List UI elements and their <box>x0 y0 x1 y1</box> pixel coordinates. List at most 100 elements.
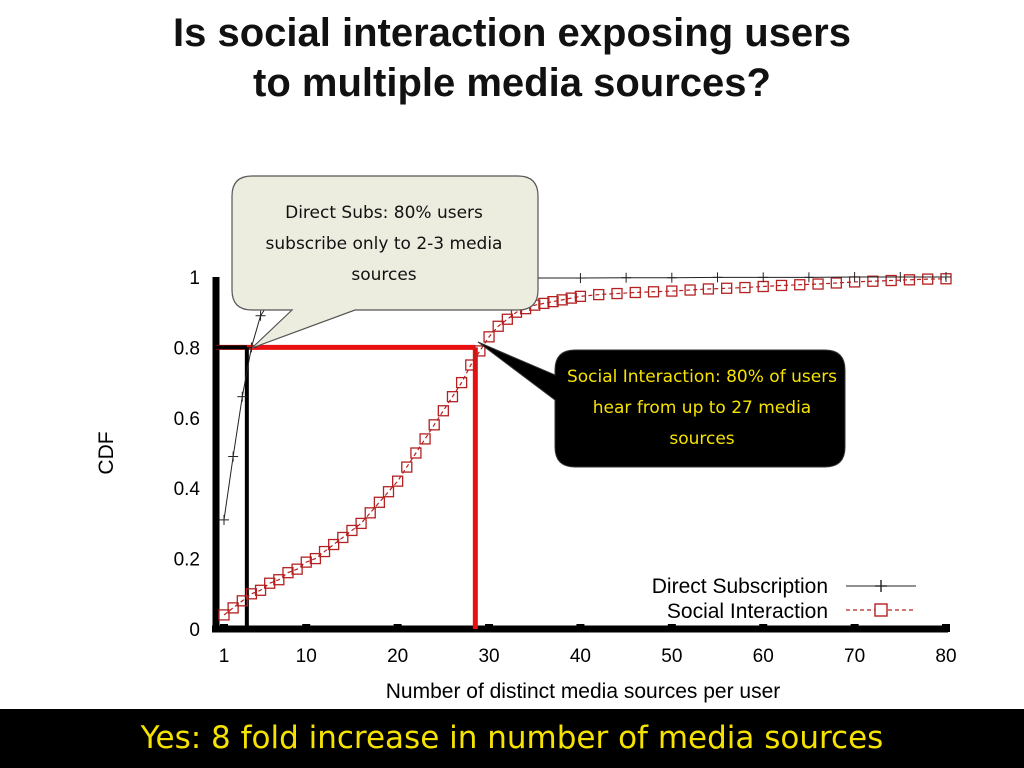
series-direct-point <box>758 272 769 283</box>
y-tick-label: 0.4 <box>174 479 201 500</box>
series-social-point <box>501 313 513 325</box>
series-direct-point <box>803 272 814 283</box>
callout-social-interaction-bubble <box>477 341 846 468</box>
title-line-2: to multiple media sources? <box>253 61 771 105</box>
series-social-point <box>264 577 276 589</box>
series-social-point <box>794 279 806 291</box>
series-social-point <box>547 295 559 308</box>
series-social-point <box>382 486 395 498</box>
series-direct-point <box>575 273 586 284</box>
series-social-point <box>830 277 842 289</box>
series-social-point <box>373 496 386 508</box>
legend-social-label: Social Interaction <box>667 600 828 623</box>
callout-direct-subs-text: Direct Subs: 80% users subscribe only to… <box>265 203 503 285</box>
footer-conclusion-text: Yes: 8 fold increase in number of media … <box>140 720 884 756</box>
series-social-point <box>666 285 678 297</box>
series-direct-point <box>666 272 677 283</box>
series-social-point <box>410 447 422 459</box>
series-social-point <box>565 292 577 304</box>
series-social-point <box>903 274 916 286</box>
x-tick-label: 1 <box>219 646 230 667</box>
series-social-point <box>236 595 248 607</box>
x-tick-label: 40 <box>570 646 591 667</box>
series-social-point <box>812 278 824 290</box>
series-social-point <box>218 609 230 621</box>
series-direct-point <box>219 514 229 525</box>
y-tick-label: 0.6 <box>174 409 200 430</box>
series-social-point <box>328 538 340 551</box>
series-social-point <box>355 517 367 530</box>
series-social-point <box>922 273 934 285</box>
x-axis-title: Number of distinct media sources per use… <box>386 680 781 703</box>
legend-direct-label: Direct Subscription <box>652 575 828 598</box>
series-social-point <box>254 584 267 596</box>
series-social-point <box>611 287 623 300</box>
series-social-point <box>273 574 285 586</box>
series-social-point <box>465 359 477 371</box>
series-social-point <box>291 563 303 575</box>
x-tick-mark <box>220 624 228 632</box>
series-social-point <box>492 320 504 332</box>
series-social-point <box>337 531 349 544</box>
x-tick-mark <box>667 624 676 632</box>
series-direct-point <box>621 272 632 283</box>
y-tick-label: 0.2 <box>174 550 200 571</box>
slide-title: Is social interaction exposing users to … <box>0 8 1024 108</box>
series-direct-point <box>237 391 248 402</box>
series-social-point <box>483 331 495 343</box>
footer-banner: Yes: 8 fold increase in number of media … <box>0 709 1024 768</box>
x-tick-label: 80 <box>935 646 956 667</box>
series-social-point <box>245 588 258 600</box>
series-social-point <box>574 290 587 303</box>
series-social-point <box>300 556 312 568</box>
series-social-point <box>282 567 294 579</box>
series-social-point <box>739 281 751 294</box>
series-social-point <box>227 602 239 614</box>
x-tick-label: 30 <box>478 646 499 667</box>
series-social-point <box>446 391 459 403</box>
series-social-point <box>428 419 440 431</box>
series-social-point <box>455 376 468 389</box>
series-social-point <box>721 282 733 294</box>
series-social-point <box>401 461 413 473</box>
x-tick-label: 20 <box>387 646 408 667</box>
x-tick-mark <box>759 624 768 632</box>
y-tick-label: 0.8 <box>174 338 200 359</box>
series-social-point <box>309 552 322 565</box>
series-social-point <box>885 274 897 287</box>
y-axis-title: CDF <box>95 431 118 474</box>
series-social-point <box>419 433 431 445</box>
series-social-point <box>391 475 404 487</box>
x-tick-label: 50 <box>661 646 682 667</box>
series-direct-point <box>228 451 239 462</box>
x-tick-mark <box>302 624 311 632</box>
legend-social-marker <box>874 603 888 617</box>
series-social-point <box>629 286 641 299</box>
x-tick-label: 70 <box>844 646 865 667</box>
callout-social-interaction-text: Social Interaction: 80% of users hear fr… <box>566 367 838 449</box>
x-tick-mark <box>576 624 585 632</box>
series-social-point <box>702 283 715 295</box>
x-tick-label: 10 <box>296 646 317 667</box>
series-social-point <box>775 279 788 292</box>
series-social-point <box>647 286 660 298</box>
series-direct-point <box>712 272 723 283</box>
series-direct-point <box>255 310 266 321</box>
y-tick-label: 1 <box>189 268 200 289</box>
series-social-point <box>364 507 376 519</box>
series-social-point <box>474 345 486 357</box>
x-tick-mark <box>850 624 859 632</box>
x-tick-mark <box>393 624 402 632</box>
cdf-chart: 0 0.2 0.4 0.6 0.8 1 1 10 20 30 40 50 60 70 80 Number of… <box>95 175 957 703</box>
title-line-1: Is social interaction exposing users <box>172 11 851 55</box>
x-tick-label: 60 <box>753 646 774 667</box>
x-tick-mark <box>485 624 494 632</box>
series-direct-point <box>895 272 906 282</box>
series-social-point <box>346 524 358 537</box>
x-tick-mark <box>942 624 950 632</box>
series-social-point <box>538 297 550 310</box>
series-social-point <box>684 284 696 296</box>
series-direct-point <box>941 272 951 282</box>
series-social-point <box>318 545 331 558</box>
series-social-point <box>867 275 879 287</box>
